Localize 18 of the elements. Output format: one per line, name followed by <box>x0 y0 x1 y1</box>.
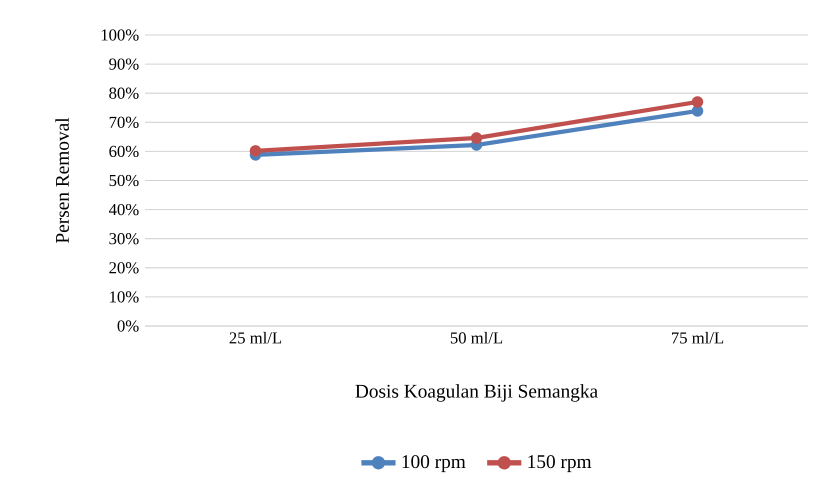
y-tick-label: 30% <box>109 233 139 244</box>
x-axis-title: Dosis Koagulan Biji Semangka <box>355 384 598 402</box>
y-tick-label: 60% <box>109 146 139 158</box>
y-tick-label: 100% <box>102 29 139 41</box>
legend-label: 100 rpm <box>402 455 466 472</box>
x-tick-label: 75 ml/L <box>672 332 724 344</box>
legend-label: 150 rpm <box>528 455 592 472</box>
y-axis-title: Persen Removal <box>55 118 69 244</box>
y-tick-label: 70% <box>110 116 139 128</box>
y-tick-label: 90% <box>109 58 139 70</box>
y-tick-label: 10% <box>110 291 139 303</box>
y-tick-label: 80% <box>109 88 139 99</box>
y-tick-label: 0% <box>118 320 139 332</box>
x-tick-label: 50 ml/L <box>450 332 502 344</box>
y-tick-label: 50% <box>110 174 139 186</box>
y-tick-label: 40% <box>108 204 139 216</box>
x-tick-label: 25 ml/L <box>230 332 282 344</box>
y-tick-label: 20% <box>109 262 139 274</box>
